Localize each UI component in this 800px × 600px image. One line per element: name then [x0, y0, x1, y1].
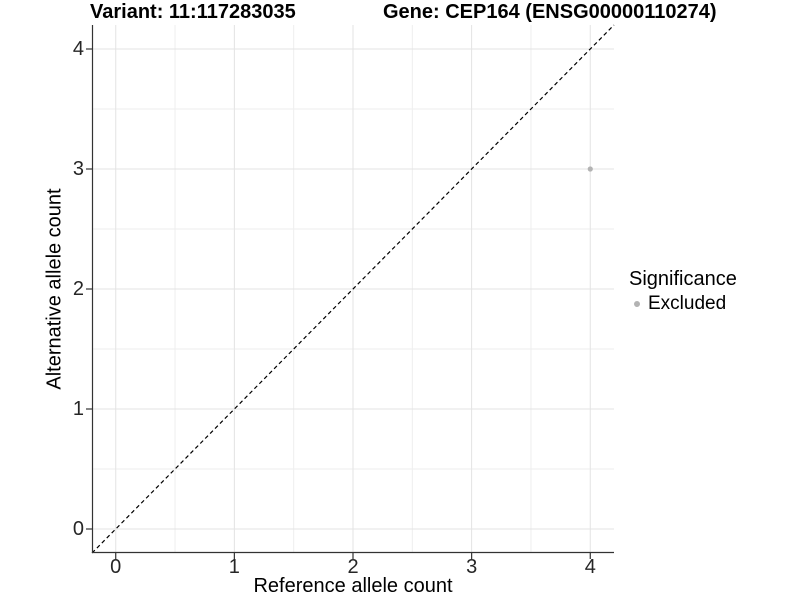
data-point — [587, 166, 593, 172]
y-tick-label: 3 — [72, 158, 84, 180]
x-axis-title: Reference allele count — [253, 575, 453, 597]
x-tick-label: 3 — [466, 556, 478, 578]
x-tick-label: 4 — [584, 556, 596, 578]
legend-items: Excluded — [629, 293, 737, 315]
y-tick-label: 4 — [72, 38, 84, 60]
y-tick-label: 0 — [72, 518, 84, 540]
x-tick-label: 1 — [228, 556, 240, 578]
identity-dashed-line — [91, 24, 615, 554]
legend-item-label: Excluded — [648, 293, 727, 314]
x-tick-label: 0 — [110, 556, 122, 578]
y-tick-label: 1 — [72, 398, 84, 420]
plot-panel — [86, 24, 615, 559]
legend-item: Excluded — [629, 293, 737, 315]
legend: Significance Excluded — [629, 268, 737, 315]
y-tick-label: 2 — [72, 278, 84, 300]
x-tick-label: 2 — [347, 556, 359, 578]
variant-title: Variant: 11:117283035 — [90, 1, 296, 23]
legend-title: Significance — [629, 268, 737, 290]
gene-title: Gene: CEP164 (ENSG00000110274) — [383, 1, 717, 23]
legend-point-icon — [634, 301, 640, 307]
